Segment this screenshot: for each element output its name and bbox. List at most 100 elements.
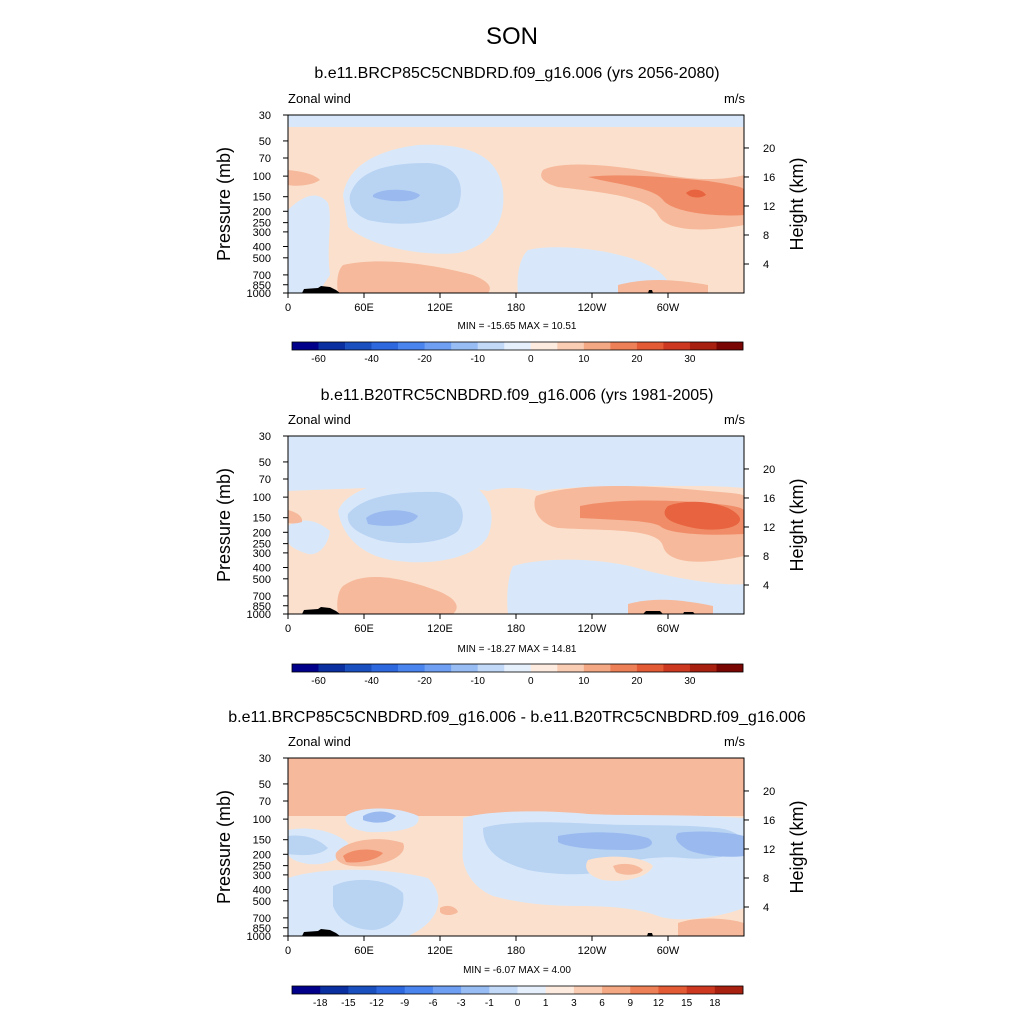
y-tick-label: 150	[253, 513, 271, 525]
colorbar-swatch	[658, 986, 687, 994]
colorbar-label: -3	[457, 998, 466, 1009]
colorbar-label: -12	[369, 998, 384, 1009]
colorbar-swatch	[318, 342, 346, 350]
y-right-tick-label: 12	[763, 201, 775, 213]
colorbar-swatch	[583, 664, 611, 672]
panel-2-stats: MIN = -18.27 MAX = 14.81	[458, 644, 577, 655]
shade-r2	[288, 510, 303, 524]
colorbar-swatch	[716, 664, 744, 672]
y-tick-label: 100	[253, 171, 271, 183]
panel-1-y-right-axis-label: Height (km)	[787, 157, 807, 250]
colorbar-swatch	[477, 664, 505, 672]
colorbar-swatch	[663, 342, 691, 350]
shade-b2	[333, 879, 404, 930]
y-tick-label: 1000	[247, 288, 271, 300]
y-tick-label: 70	[259, 153, 271, 165]
panel-3-colorbar: -18 -15 -12 -9 -6 -3 -1 0 1 3 6 9 12 15 18	[291, 985, 744, 1009]
colorbar-label: -60	[311, 676, 326, 687]
strat-band	[288, 115, 744, 127]
colorbar-swatch	[345, 664, 372, 672]
x-tick-label: 60E	[354, 945, 374, 957]
shade-b2	[288, 835, 328, 856]
panel-1-units-label: m/s	[724, 91, 745, 106]
panel-1-plot-area	[288, 115, 744, 293]
colorbar-swatch	[424, 342, 452, 350]
y-tick-label: 50	[259, 779, 271, 791]
panel-2: b.e11.B20TRC5CNBDRD.f09_g16.006 (yrs 198…	[214, 387, 807, 687]
colorbar-label: 30	[684, 354, 696, 365]
y-tick-label: 700	[253, 591, 271, 603]
colorbar-swatch	[602, 986, 631, 994]
panel-3-stats: MIN = -6.07 MAX = 4.00	[463, 965, 571, 976]
panel-1: b.e11.BRCP85C5CNBDRD.f09_g16.006 (yrs 20…	[214, 65, 807, 365]
colorbar-swatch	[320, 986, 349, 994]
y-tick-label: 700	[253, 913, 271, 925]
y-right-tick-label: 12	[763, 844, 775, 856]
x-tick-label: 60W	[657, 623, 680, 635]
y-tick-label: 700	[253, 270, 271, 282]
colorbar-swatch	[477, 342, 505, 350]
terrain	[302, 929, 653, 936]
y-tick-label: 30	[259, 110, 271, 122]
panel-2-plot-area	[288, 436, 744, 614]
colorbar-label: 12	[653, 998, 665, 1009]
y-tick-label: 300	[253, 227, 271, 239]
x-tick-label: 120W	[578, 302, 607, 314]
colorbar-swatch	[557, 342, 585, 350]
colorbar-swatch	[318, 664, 346, 672]
panel-2-colorbar: -60 -40 -20 -10 0 10 20 30	[291, 663, 744, 687]
colorbar-label: 15	[681, 998, 693, 1009]
shade-r2	[613, 863, 643, 875]
colorbar-label: -6	[428, 998, 437, 1009]
colorbar-swatch	[504, 664, 532, 672]
y-tick-label: 850	[253, 601, 271, 613]
colorbar-swatch	[716, 342, 744, 350]
panel-3-variable-label: Zonal wind	[288, 734, 351, 749]
panel-1-title: b.e11.BRCP85C5CNBDRD.f09_g16.006 (yrs 20…	[314, 65, 719, 82]
shade-r3	[588, 175, 744, 216]
colorbar-swatch	[345, 342, 372, 350]
y-right-tick-label: 20	[763, 143, 775, 155]
colorbar-label: 0	[528, 354, 534, 365]
y-right-tick-label: 16	[763, 815, 775, 827]
colorbar-swatch	[530, 664, 558, 672]
y-tick-label: 400	[253, 562, 271, 574]
colorbar-swatch	[371, 342, 399, 350]
y-tick-label: 1000	[247, 931, 271, 943]
colorbar-frame	[291, 663, 744, 673]
y-tick-label: 850	[253, 923, 271, 935]
colorbar-label: 18	[709, 998, 721, 1009]
panel-2-y-axis-label: Pressure (mb)	[214, 468, 234, 582]
shade-b1	[288, 195, 330, 293]
colorbar-label: -15	[341, 998, 356, 1009]
colorbar-swatch	[630, 986, 659, 994]
colorbar-label: -10	[470, 676, 485, 687]
colorbar-label: 9	[627, 998, 633, 1009]
shade-r3	[343, 849, 383, 863]
shade-b1	[507, 559, 744, 614]
shade-b3	[366, 510, 418, 526]
colorbar-swatch	[451, 664, 479, 672]
shade-r4	[686, 189, 706, 198]
x-tick-label: 60E	[354, 302, 374, 314]
colorbar-frame	[291, 985, 744, 995]
y-tick-label: 100	[253, 814, 271, 826]
colorbar-swatch	[545, 986, 575, 994]
shade-r2	[628, 599, 713, 614]
colorbar-swatch	[689, 664, 717, 672]
x-tick-label: 0	[285, 945, 291, 957]
x-tick-label: 120W	[578, 945, 607, 957]
colorbar-swatch	[517, 986, 546, 994]
colorbar-swatch	[573, 986, 603, 994]
colorbar-label: 0	[515, 998, 521, 1009]
panel-2-title: b.e11.B20TRC5CNBDRD.f09_g16.006 (yrs 198…	[321, 387, 714, 404]
panel-3-y-right-axis-label: Height (km)	[787, 800, 807, 893]
colorbar-label: 0	[528, 676, 534, 687]
colorbar-swatch	[689, 342, 717, 350]
y-tick-label: 250	[253, 218, 271, 230]
terrain	[302, 286, 653, 293]
x-tick-label: 180	[507, 945, 525, 957]
y-tick-label: 70	[259, 796, 271, 808]
x-tick-label: 120W	[578, 623, 607, 635]
